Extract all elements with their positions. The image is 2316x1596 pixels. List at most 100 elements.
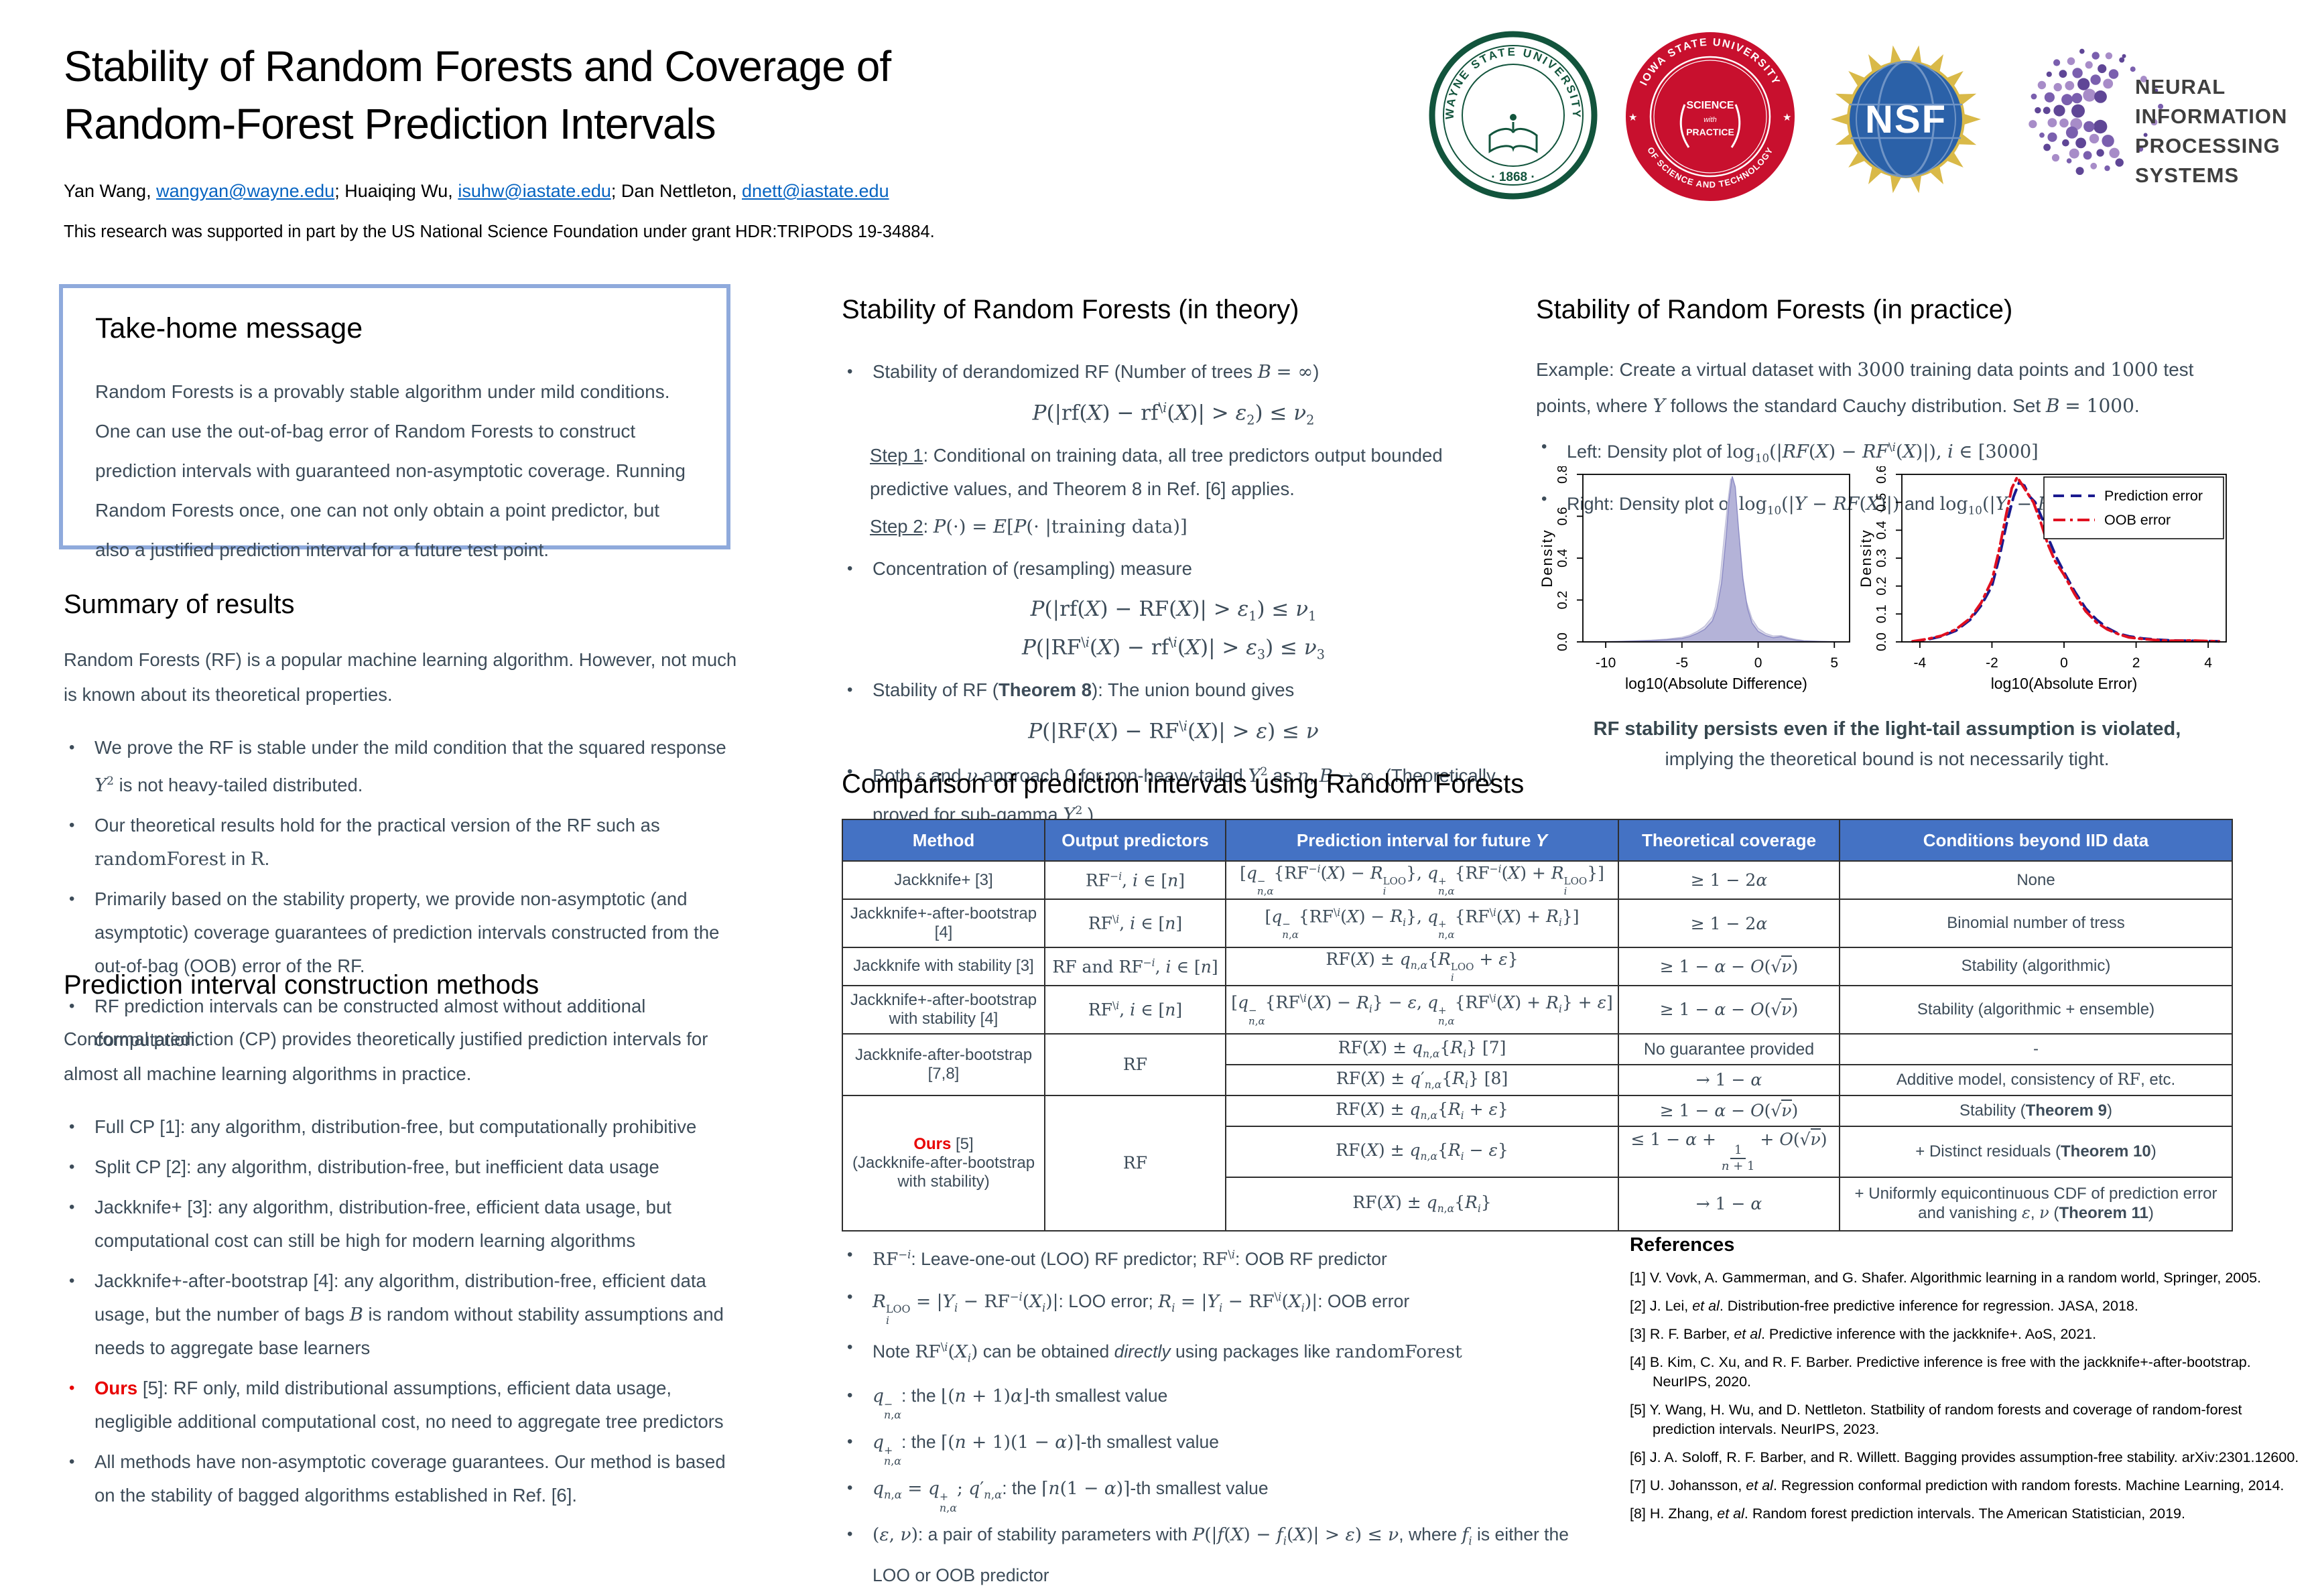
svg-text:2: 2: [2132, 655, 2140, 671]
summary-section: Summary of results Random Forests (RF) i…: [64, 590, 741, 1063]
footnote: qn,α = q+n,α; q′n,α: the ⌈n(1 − α)⌉-th s…: [842, 1471, 1606, 1514]
cell-interval: [q − n,α {RF\i(X) − Ri}, q + n,α {RF\i(X) + Ri…: [1225, 899, 1619, 949]
table-row: Jackknife with stability [3] RF and RF−i…: [842, 947, 2233, 986]
cell-coverage: ≥ 1 − 2α: [1618, 860, 1840, 901]
poster-title-line1: Stability of Random Forests and Coverage…: [64, 42, 891, 90]
methods-bullet: Jackknife+ [3]: any algorithm, distribut…: [64, 1191, 741, 1258]
svg-text:log10(Absolute Difference): log10(Absolute Difference): [1625, 675, 1807, 692]
cell-interval: RF(X) ± qn,α{Ri}: [1225, 1176, 1619, 1232]
cell-interval: [q − n,α {RF−i(X) − R LOO i}, q + n,α {RF−i(X) +…: [1225, 860, 1619, 901]
neurips-line1: NEURAL INFORMATION: [2135, 75, 2288, 128]
density-plot-absolute-error: -4 -2 0 2 4 0.0 0.1 0.2 0.3 0.4 0.5 0.6 log10(Absolu…: [1859, 466, 2227, 692]
col-header-conditions: Conditions beyond IID data: [1839, 819, 2233, 862]
cell-method: Jackknife+-after-bootstrap with stabilit…: [842, 984, 1045, 1035]
svg-text:4: 4: [2204, 655, 2212, 671]
caption-second-line: implying the theoretical bound is not ne…: [1665, 748, 2110, 769]
caption-bold-line: RF stability persists even if the light-…: [1593, 718, 2181, 740]
cell-interval: RF(X) ± q′n,α{Ri} [8]: [1225, 1063, 1619, 1096]
svg-text:0.5: 0.5: [1874, 493, 1889, 512]
author-email-link[interactable]: wangyan@wayne.edu: [156, 181, 335, 201]
author-email-link[interactable]: isuhw@iastate.edu: [458, 181, 611, 201]
col-header-method: Method: [842, 819, 1045, 862]
col-header-interval: Prediction interval for future Y: [1225, 819, 1619, 862]
open-book-icon: [1488, 128, 1538, 153]
table-row: Jackknife+-after-bootstrap with stabilit…: [842, 984, 2233, 1035]
svg-text:Prediction error: Prediction error: [2104, 488, 2203, 504]
theory-section: Stability of Random Forests (in theory) …: [842, 295, 1505, 839]
cell-interval: RF(X) ± qn,α{Ri} [7]: [1225, 1033, 1619, 1065]
cell-method: Jackknife+ [3]: [842, 860, 1045, 901]
svg-text:0.1: 0.1: [1874, 604, 1889, 623]
table-row: Jackknife+ [3] RF−i, i ∈ [n] [q − n,α {RF−i…: [842, 860, 2233, 901]
take-home-message-box: Take-home message Random Forests is a pr…: [59, 284, 730, 560]
svg-text:OOB error: OOB error: [2104, 512, 2171, 528]
methods-bullet: Full CP [1]: any algorithm, distribution…: [64, 1110, 741, 1144]
cell-coverage: → 1 − α: [1618, 1176, 1840, 1232]
comparison-table: Method Output predictors Prediction inte…: [842, 819, 2233, 1232]
table-header-row: Method Output predictors Prediction inte…: [842, 819, 2233, 862]
theory-bullet: Concentration of (resampling) measure: [842, 551, 1505, 586]
methods-bullet-ours: Ours [5]: RF only, mild distributional a…: [64, 1372, 741, 1439]
cell-coverage: → 1 − α: [1618, 1063, 1840, 1096]
nsf-wordmark: NSF: [1865, 98, 1947, 141]
cell-method: Jackknife with stability [3]: [842, 947, 1045, 986]
formula-rf-stability: P(|RF(X) − RF\i(X)| > ε) ≤ ν: [1028, 718, 1319, 744]
svg-text:0.4: 0.4: [1555, 549, 1570, 568]
step2-label: Step 2: [870, 515, 923, 537]
footnote: q+n,α: the ⌈(n + 1)(1 − α)⌉-th smallest …: [842, 1425, 1606, 1467]
wayne-state-university-seal: WAYNE STATE UNIVERSITY · 1868 ·: [1429, 31, 1598, 200]
cell-output: RF: [1044, 1033, 1226, 1096]
cell-coverage: No guarantee provided: [1618, 1033, 1840, 1065]
svg-text:Density: Density: [1540, 529, 1555, 587]
footnote: RF−i: Leave-one-out (LOO) RF predictor; …: [842, 1238, 1606, 1276]
cell-interval: [q − n,α {RF\i(X) − Ri} − ε, q + n,α {RF\i(X) …: [1225, 984, 1619, 1035]
take-home-body: Random Forests is a provably stable algo…: [95, 381, 686, 560]
cell-conditions: Stability (Theorem 9): [1839, 1094, 2233, 1127]
practice-intro: Example: Create a virtual dataset with 3…: [1536, 358, 2194, 417]
iowa-state-university-seal: IOWA STATE UNIVERSITY OF SCIENCE AND TEC…: [1626, 32, 1795, 201]
cell-method: Jackknife+-after-bootstrap [4]: [842, 899, 1045, 949]
author-name: Huaiqing Wu,: [344, 181, 453, 201]
theory-step2: Step 2: P(·) = E[P(· |training data)]: [842, 510, 1505, 543]
formula-derandomized-stability: P(|rf(X) − rf\i(X)| > ε2) ≤ ν2: [1032, 400, 1315, 428]
step1-text: : Conditional on training data, all tree…: [870, 444, 1443, 499]
cell-output: RF−i, i ∈ [n]: [1044, 860, 1226, 901]
cell-method: Jackknife-after-bootstrap [7,8]: [842, 1033, 1045, 1096]
cell-conditions: + Uniformly equicontinuous CDF of predic…: [1839, 1176, 2233, 1232]
isu-motto-2: with: [1703, 116, 1717, 124]
theory-step1: Step 1: Conditional on training data, al…: [842, 439, 1505, 506]
summary-intro: Random Forests (RF) is a popular machine…: [64, 649, 737, 705]
practice-caption: RF stability persists even if the light-…: [1540, 718, 2234, 770]
svg-text:-4: -4: [1914, 655, 1927, 671]
author-name: Dan Nettleton,: [621, 181, 737, 201]
reference-item: [7] U. Johansson, et al. Regression conf…: [1630, 1477, 2285, 1493]
cell-conditions: None: [1839, 860, 2233, 901]
star-icon: ★: [1783, 112, 1791, 123]
author-sep: ;: [610, 181, 617, 201]
funding-acknowledgement: This research was supported in part by t…: [64, 222, 935, 241]
cell-interval: RF(X) ± qn,α{Ri − ε}: [1225, 1125, 1619, 1178]
neurips-wordmark: NEURAL INFORMATION PROCESSING SYSTEMS: [2135, 72, 2316, 190]
svg-text:Density: Density: [1859, 529, 1874, 587]
cell-coverage: ≥ 1 − α − O(√ν): [1618, 984, 1840, 1035]
table-footnotes: RF−i: Leave-one-out (LOO) RF predictor; …: [842, 1238, 1606, 1596]
svg-text:0.3: 0.3: [1874, 549, 1889, 568]
summary-heading: Summary of results: [64, 590, 295, 619]
methods-bullet: All methods have non-asymptotic coverage…: [64, 1445, 741, 1512]
laurel-left-icon: [1679, 104, 1690, 148]
svg-text:0.8: 0.8: [1555, 466, 1570, 484]
svg-text:0: 0: [1754, 655, 1762, 671]
table-row: RF(X) ± q′n,α{Ri} [8] → 1 − α Additive m…: [842, 1063, 2233, 1096]
table-row: Jackknife+-after-bootstrap [4] RF\i, i ∈…: [842, 899, 2233, 949]
svg-text:0.4: 0.4: [1874, 521, 1889, 539]
reference-item: [2] J. Lei, et al. Distribution-free pre…: [1630, 1298, 2138, 1314]
comparison-heading: Comparison of prediction intervals using…: [842, 769, 1525, 799]
cell-output: RF\i, i ∈ [n]: [1044, 899, 1226, 949]
svg-text:0: 0: [2060, 655, 2068, 671]
isu-motto-1: SCIENCE: [1686, 100, 1734, 111]
step2-text: : P(·) = E[P(· |training data)]: [923, 515, 1187, 537]
author-email-link[interactable]: dnett@iastate.edu: [742, 181, 889, 201]
